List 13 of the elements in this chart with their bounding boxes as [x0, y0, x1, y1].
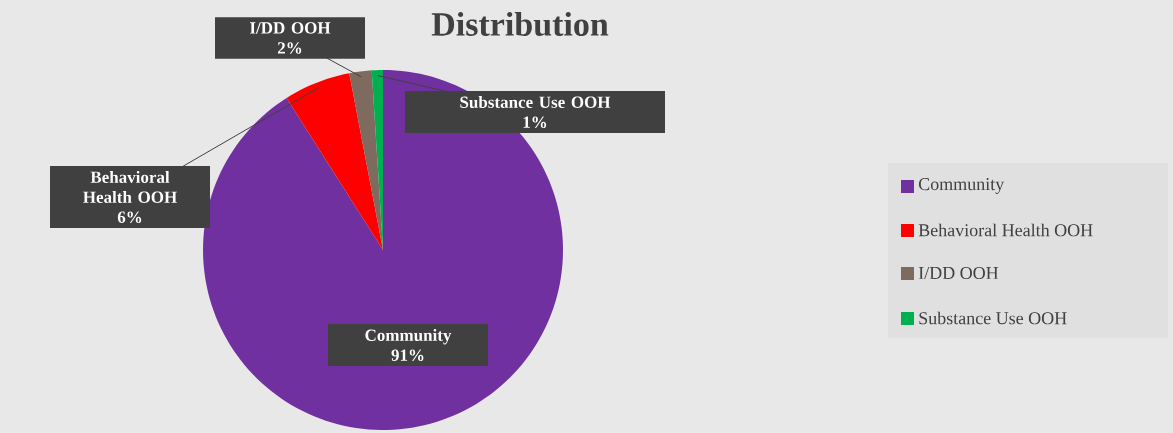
chart-title: Distribution: [431, 11, 609, 36]
data-label: 1%: [523, 116, 547, 128]
legend-label: Behavioral Health OOH: [918, 223, 1093, 237]
slice-label: Behavioral Health OOH: [83, 170, 177, 203]
data-label: 91%: [391, 349, 424, 361]
slice-label: Substance Use OOH: [460, 95, 611, 108]
legend-label: I/DD OOH: [918, 266, 999, 280]
legend-label: Substance Use OOH: [919, 311, 1067, 325]
data-label: 6%: [117, 211, 142, 223]
slice-label: Community: [365, 328, 452, 345]
legend-label: Community: [918, 178, 1005, 194]
data-label: 2%: [277, 42, 302, 54]
slice-label: I/DD OOH: [249, 22, 331, 34]
